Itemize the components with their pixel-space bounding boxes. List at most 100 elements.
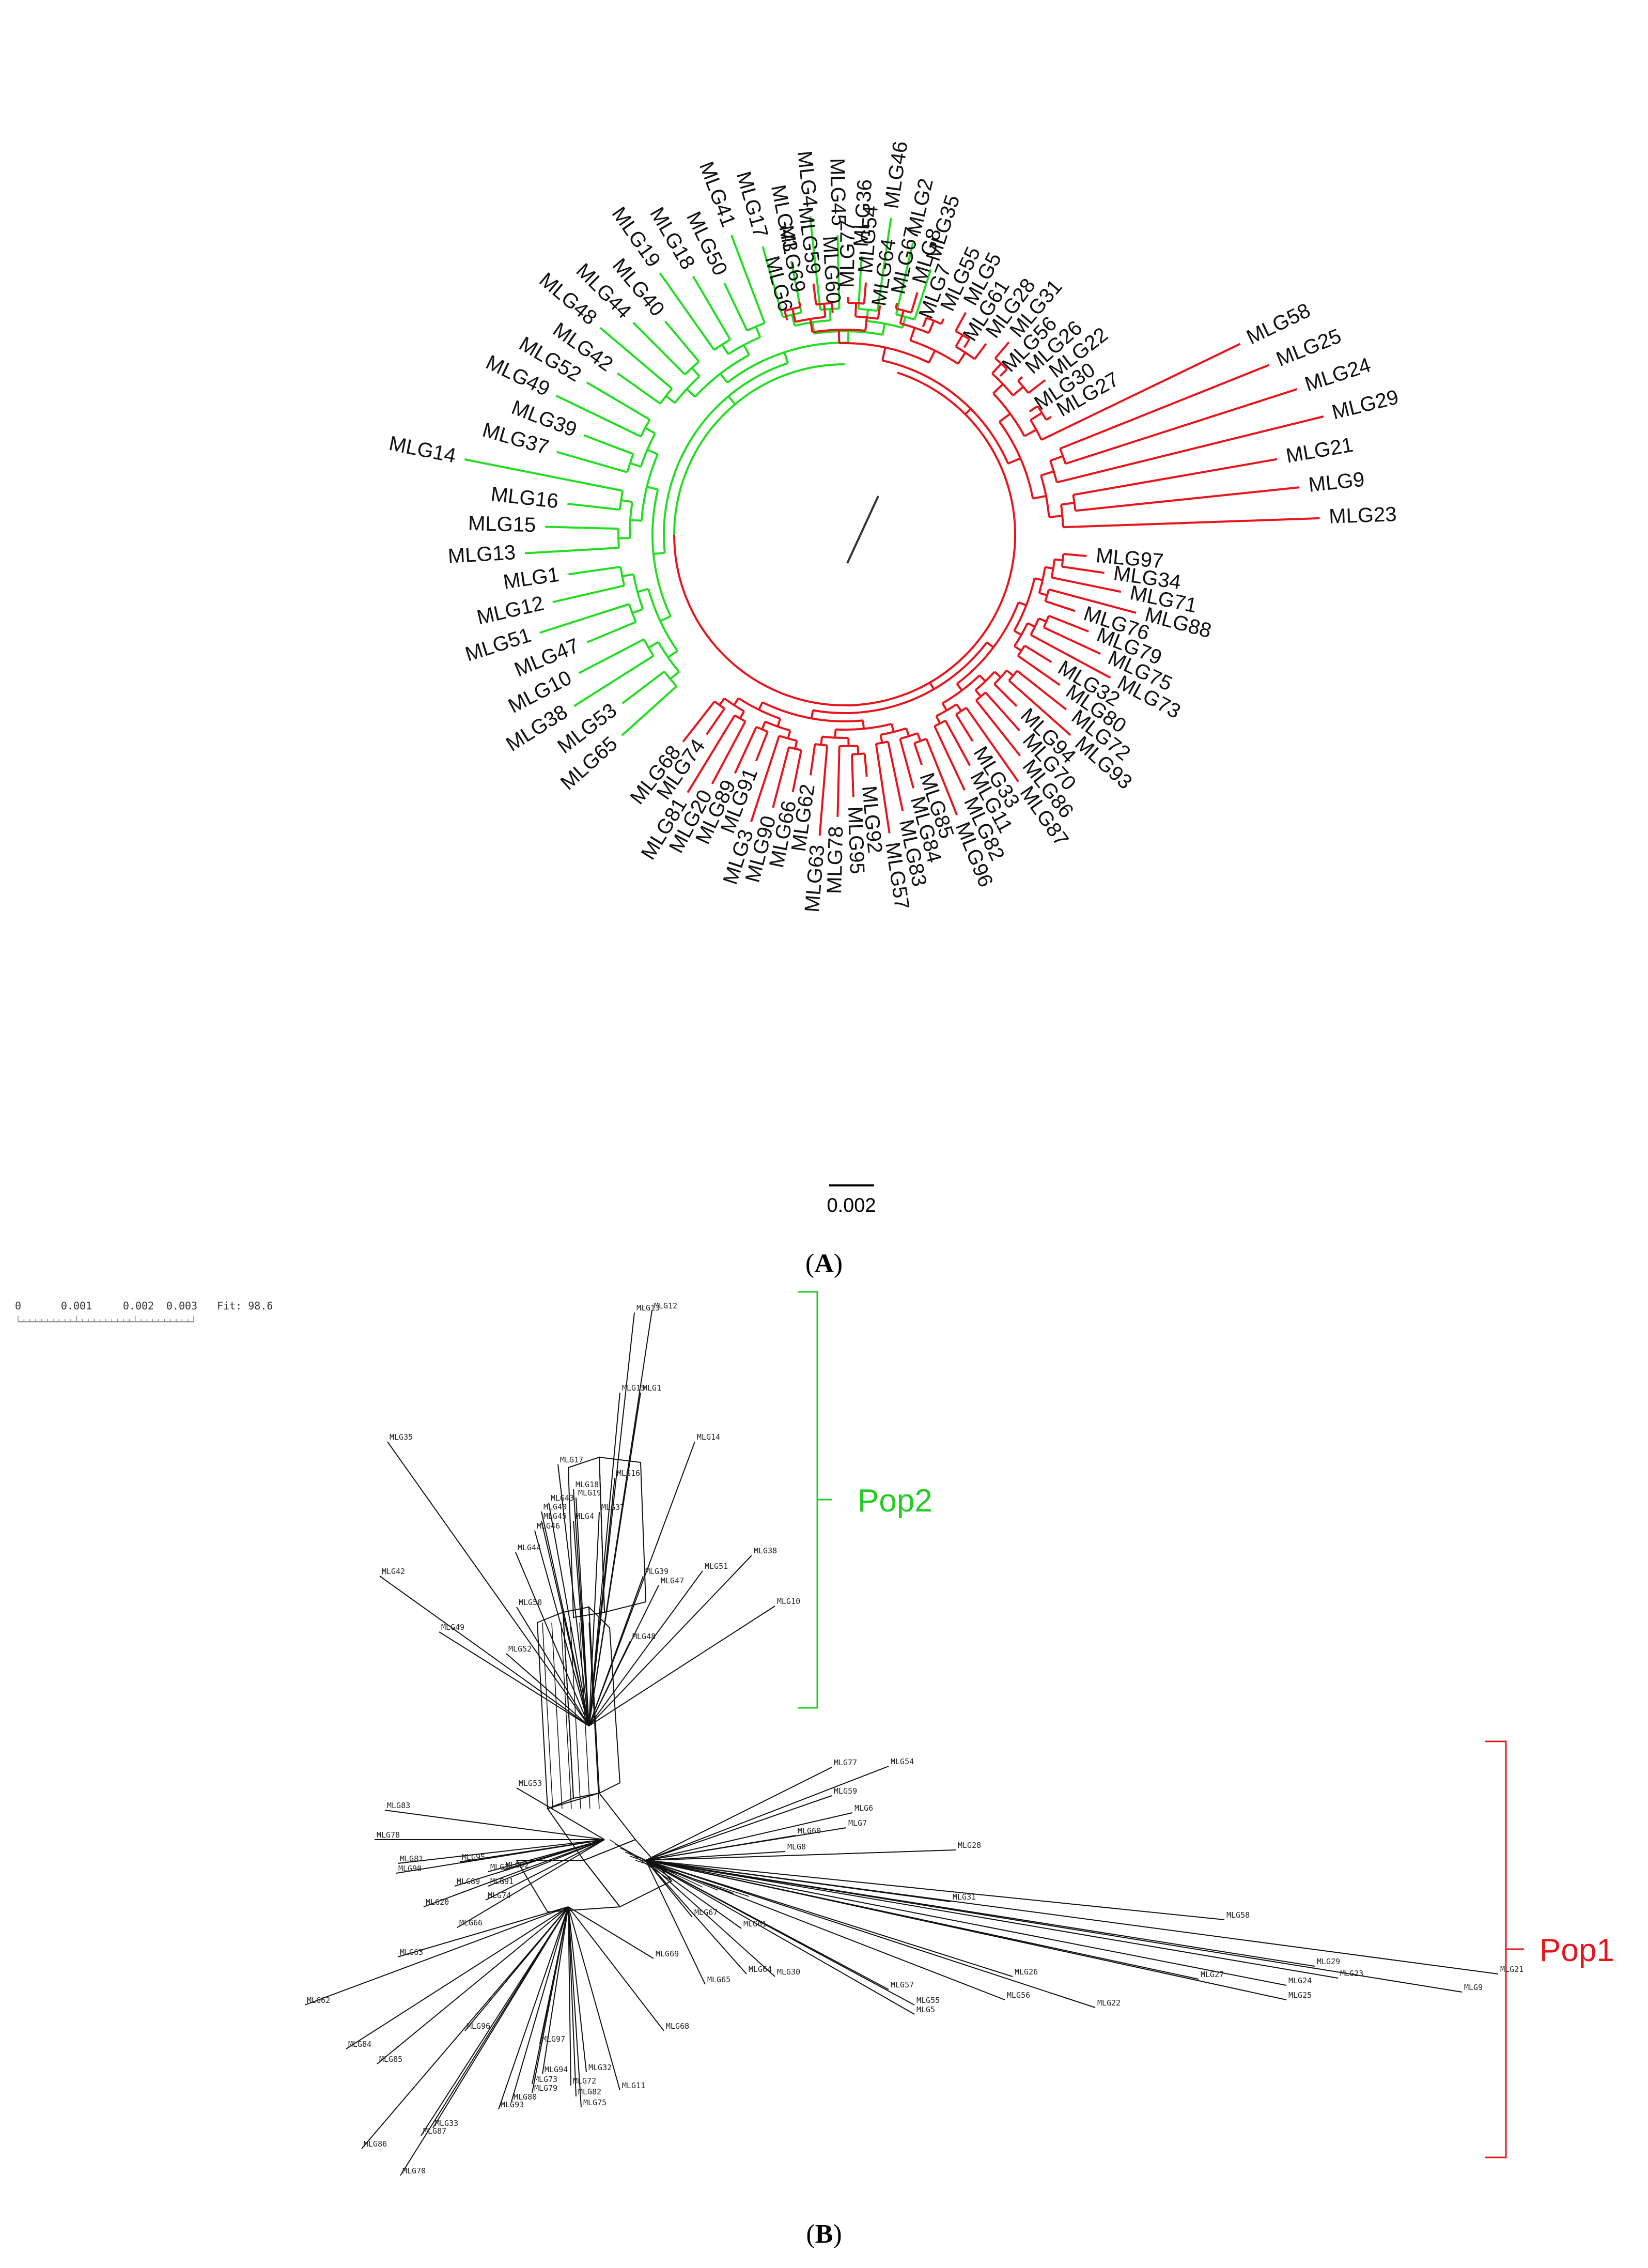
network-leaf-label: MLG83 <box>387 1801 410 1810</box>
tree-arc <box>673 363 845 535</box>
scale-bar-label: 0.002 <box>827 1195 876 1216</box>
tree-branch <box>599 327 673 390</box>
network-edge <box>573 1520 589 1726</box>
tree-branch <box>935 715 941 724</box>
tree-branch <box>1038 592 1048 597</box>
tree-branch <box>941 702 948 711</box>
network-edge <box>645 1860 1013 1977</box>
network-edge <box>645 1860 1005 2000</box>
tree-branch <box>875 744 891 834</box>
tree-arc <box>617 529 620 548</box>
tree-branch <box>916 733 922 742</box>
network-leaf-label: MLG57 <box>891 1980 914 1989</box>
tree-branch <box>1014 629 1022 636</box>
tree-branch <box>1024 644 1052 663</box>
network-leaf-label: MLG91 <box>490 1877 514 1886</box>
tree-branch <box>887 741 904 811</box>
tree-branch <box>1048 588 1137 614</box>
network-leaf-label: MLG67 <box>694 1908 718 1917</box>
tree-branch <box>686 388 696 398</box>
network-leaf-label: MLG60 <box>798 1826 821 1835</box>
tree-branch <box>985 691 1020 732</box>
tree-branch <box>1030 412 1043 421</box>
network-leaf-label: MLG14 <box>697 1432 720 1442</box>
tree-arc <box>895 307 912 314</box>
tree-branch <box>573 655 654 707</box>
network-edge <box>498 1906 569 2110</box>
tree-branch <box>1017 655 1061 686</box>
tree-branch <box>1075 486 1300 512</box>
network-leaf-label: MLG69 <box>656 1949 679 1958</box>
tree-branch <box>783 352 789 364</box>
tree-branch <box>1062 565 1105 574</box>
tree-branch <box>834 729 837 738</box>
tree-branch <box>934 726 966 791</box>
tree-branch <box>836 754 841 817</box>
network-edge <box>588 1576 644 1726</box>
network-leaf-label: MLG26 <box>1015 1967 1038 1977</box>
network-edge <box>542 1622 553 1809</box>
network-leaf-label: MLG18 <box>576 1480 599 1489</box>
network-leaf-label: MLG25 <box>1288 1991 1312 2000</box>
network-leaf-label: MLG20 <box>426 1897 449 1907</box>
tree-branch <box>670 671 680 680</box>
network-leaf-label: MLG80 <box>514 2092 537 2102</box>
network-edge <box>421 1906 569 2136</box>
network-leaf-label: MLG16 <box>617 1469 640 1478</box>
tree-branch <box>653 551 665 555</box>
network-edge <box>645 1851 786 1861</box>
tree-branch <box>1051 576 1060 580</box>
network-leaf-label: MLG17 <box>560 1455 583 1464</box>
tree-branch <box>1059 578 1122 593</box>
tree-branch <box>555 394 642 438</box>
tree-a-leaf-labels: MLG35MLG2MLG46MLG36MLG45MLG4MLG43MLG17ML… <box>387 140 1401 913</box>
tree-branch <box>798 301 801 307</box>
tree-arc <box>726 342 848 384</box>
network-leaf-label: MLG59 <box>834 1786 857 1796</box>
tree-branch <box>877 305 881 319</box>
leaf-label: MLG29 <box>1330 385 1401 424</box>
tree-arc <box>713 338 731 351</box>
tree-branch <box>721 344 729 355</box>
tree-branch <box>556 451 628 473</box>
network-leaf-label: MLG7 <box>848 1818 867 1828</box>
tree-arc <box>747 322 765 332</box>
leaf-label: MLG9 <box>1308 468 1366 497</box>
network-leaf-label: MLG3 <box>490 1862 509 1872</box>
leaf-label: MLG13 <box>447 541 516 567</box>
network-edge <box>396 1839 605 1874</box>
network-edge <box>361 1906 569 2149</box>
tree-branch <box>646 486 658 491</box>
tree-branch <box>818 745 829 836</box>
tree-branch <box>711 721 747 784</box>
network-edge <box>588 1392 641 1726</box>
network-edge <box>645 1860 706 1985</box>
ruler-tick-0.001: 0.001 <box>61 1300 92 1312</box>
tree-branch <box>586 381 650 421</box>
network-leaf-label: MLG6 <box>854 1803 873 1813</box>
network-leaf-label: MLG79 <box>534 2084 557 2093</box>
panel-a-caption: (A) <box>805 1249 843 1278</box>
tree-arc <box>882 359 1009 465</box>
network-leaf-label: MLG1 <box>643 1383 661 1393</box>
tree-branch <box>1072 458 1278 496</box>
leaf-label: MLG12 <box>475 592 546 629</box>
leaf-label: MLG23 <box>1329 503 1397 528</box>
tree-arc <box>784 306 801 312</box>
tree-branch <box>1029 405 1038 413</box>
tree-branch <box>881 323 886 335</box>
tree-branch <box>1040 470 1054 476</box>
tree-arc <box>975 691 986 701</box>
tree-branch <box>851 754 854 797</box>
tree-branch <box>928 350 936 363</box>
tree-branch <box>881 347 887 361</box>
tree-branch <box>1076 517 1320 528</box>
network-leaf-label: MLG97 <box>542 2034 565 2044</box>
network-leaf-label: MLG28 <box>958 1841 981 1850</box>
network-leaf-label: MLG52 <box>508 1644 532 1654</box>
tree-arc <box>1036 405 1047 421</box>
leaf-label: MLG1 <box>502 563 561 594</box>
network-edge <box>379 1576 589 1726</box>
tree-branch <box>901 746 915 789</box>
